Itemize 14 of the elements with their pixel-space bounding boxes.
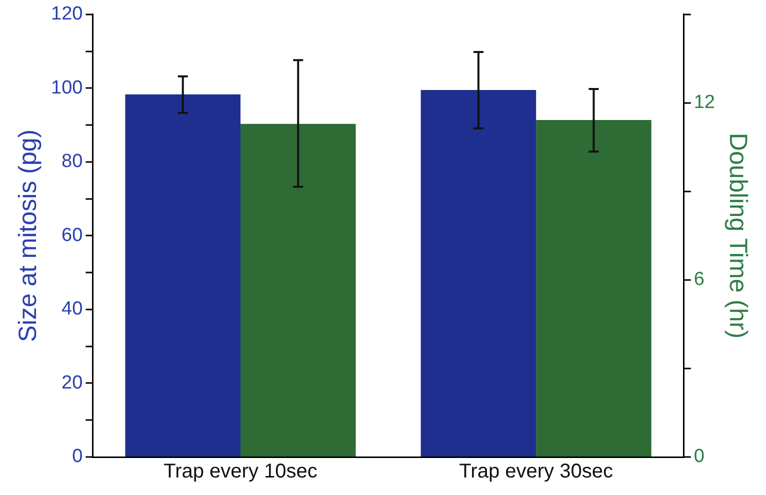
- y2-tick-label: 12: [694, 92, 716, 114]
- y-tick-label: 20: [62, 372, 83, 394]
- y-tick-label: 100: [51, 77, 83, 98]
- x-tick-label: Trap every 10sec: [164, 460, 318, 483]
- y-tick-label: 120: [51, 4, 83, 25]
- y-tick-label: 80: [62, 151, 83, 172]
- x-tick-label: Trap every 30sec: [459, 460, 613, 483]
- y2-axis-title: Doubling Time (hr): [724, 132, 752, 339]
- y2-tick-label: 6: [694, 269, 704, 290]
- y-tick-label: 60: [62, 224, 83, 246]
- y-tick-label: 40: [62, 298, 83, 320]
- y2-tick-label: 0: [694, 446, 704, 468]
- y-axis-title: Size at mitosis (pg): [14, 129, 42, 342]
- y-tick-label: 0: [72, 446, 83, 468]
